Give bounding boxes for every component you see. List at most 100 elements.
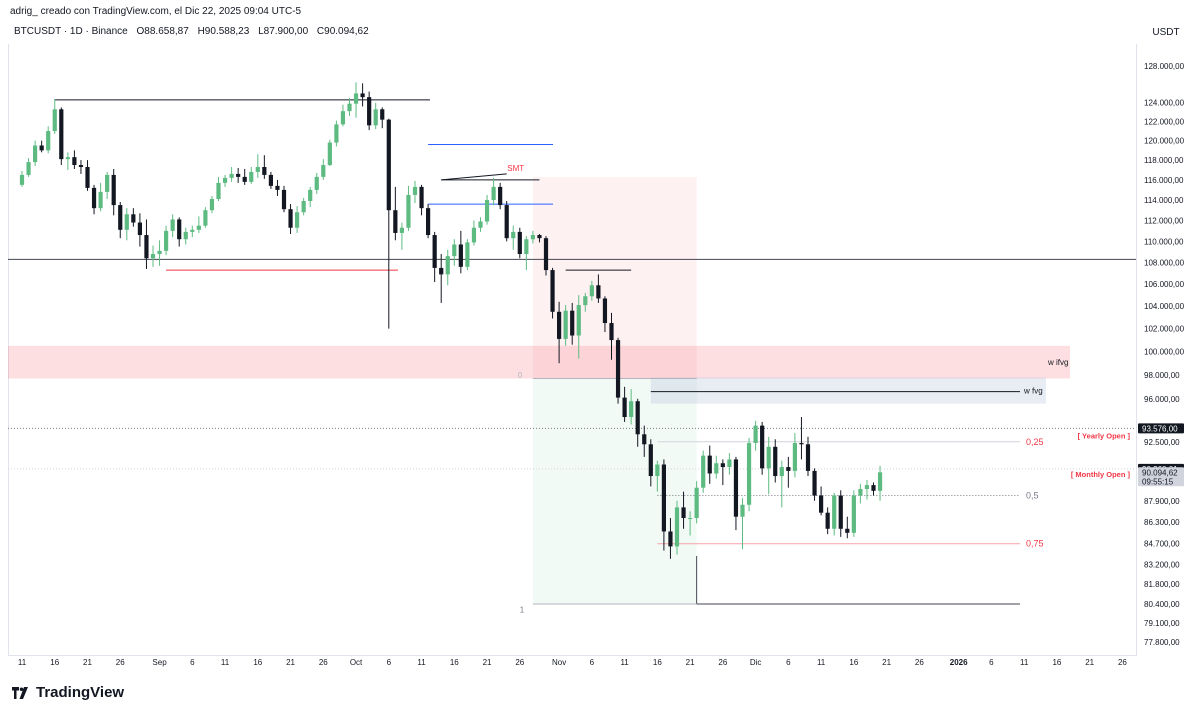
candle-body[interactable]: [347, 103, 352, 112]
candle-body[interactable]: [255, 166, 260, 172]
candle-body[interactable]: [327, 142, 332, 166]
weekly-fvg-zone[interactable]: [650, 377, 1046, 404]
candle-body[interactable]: [681, 507, 686, 519]
candle-body[interactable]: [308, 189, 313, 202]
candle-body[interactable]: [209, 198, 215, 211]
candle-body[interactable]: [825, 512, 830, 529]
candle-body[interactable]: [773, 446, 778, 477]
candle-body[interactable]: [543, 238, 549, 271]
candle-body[interactable]: [39, 145, 44, 151]
candle-body[interactable]: [727, 459, 732, 468]
candle-body[interactable]: [242, 176, 247, 182]
candle-body[interactable]: [589, 285, 594, 297]
candle-body[interactable]: [694, 487, 699, 519]
chart-pane[interactable]: [8, 44, 1137, 656]
candle-body[interactable]: [642, 434, 647, 445]
candle-body[interactable]: [478, 221, 483, 228]
candle-body[interactable]: [864, 485, 870, 490]
candle-body[interactable]: [321, 165, 326, 177]
candle-body[interactable]: [465, 242, 470, 267]
candle-body[interactable]: [183, 231, 188, 240]
candle-body[interactable]: [439, 267, 444, 275]
candle-body[interactable]: [812, 470, 817, 496]
symbol-label[interactable]: BTCUSDT · 1D · Binance: [14, 26, 128, 37]
short-position-target-zone[interactable]: [532, 378, 697, 604]
candle-body[interactable]: [144, 235, 149, 259]
candle-body[interactable]: [779, 467, 784, 477]
candle-body[interactable]: [288, 209, 293, 228]
candle-body[interactable]: [491, 186, 496, 201]
candle-body[interactable]: [701, 455, 706, 488]
candle-body[interactable]: [753, 425, 758, 444]
candle-body[interactable]: [275, 185, 280, 190]
candle-body[interactable]: [596, 285, 601, 299]
candle-body[interactable]: [380, 109, 385, 120]
candle-body[interactable]: [137, 222, 142, 236]
candle-body[interactable]: [570, 310, 575, 336]
candle-body[interactable]: [170, 219, 175, 231]
candle-body[interactable]: [399, 227, 404, 233]
candle-body[interactable]: [412, 186, 418, 195]
candle-body[interactable]: [615, 340, 621, 398]
candle-body[interactable]: [655, 464, 660, 477]
candle-body[interactable]: [563, 310, 568, 339]
candle-body[interactable]: [530, 235, 535, 240]
candle-body[interactable]: [52, 109, 57, 132]
candle-body[interactable]: [85, 166, 90, 188]
candle-body[interactable]: [373, 109, 378, 126]
candle-body[interactable]: [674, 507, 680, 547]
candle-body[interactable]: [164, 230, 169, 251]
candle-body[interactable]: [471, 227, 477, 243]
candle-body[interactable]: [550, 270, 555, 312]
candle-body[interactable]: [367, 97, 372, 126]
candle-body[interactable]: [229, 173, 234, 178]
candle-body[interactable]: [733, 459, 739, 517]
candle-body[interactable]: [517, 231, 522, 255]
candle-body[interactable]: [511, 231, 516, 239]
candle-body[interactable]: [576, 305, 581, 336]
candle-body[interactable]: [746, 443, 752, 505]
candle-body[interactable]: [353, 93, 359, 104]
candle-body[interactable]: [871, 485, 876, 491]
candle-body[interactable]: [340, 111, 346, 125]
candle-body[interactable]: [203, 210, 208, 226]
candle-body[interactable]: [65, 157, 70, 160]
candle-body[interactable]: [281, 189, 287, 210]
candle-body[interactable]: [406, 194, 411, 228]
candle-body[interactable]: [629, 401, 634, 418]
candle-body[interactable]: [268, 174, 273, 186]
candle-body[interactable]: [799, 443, 804, 445]
candle-body[interactable]: [484, 200, 490, 222]
candle-body[interactable]: [609, 323, 614, 341]
candle-body[interactable]: [851, 495, 856, 533]
candle-body[interactable]: [805, 444, 811, 471]
candle-body[interactable]: [131, 214, 136, 223]
candle-body[interactable]: [458, 244, 463, 267]
candle-body[interactable]: [707, 455, 712, 474]
candle-body[interactable]: [832, 495, 837, 529]
candle-body[interactable]: [386, 119, 391, 211]
short-position-risk-zone[interactable]: [532, 176, 697, 379]
candle-body[interactable]: [557, 311, 562, 339]
currency-button[interactable]: USDT: [1152, 27, 1180, 38]
tradingview-brand[interactable]: TradingView: [10, 684, 124, 701]
candle-body[interactable]: [688, 518, 693, 520]
candle-body[interactable]: [419, 186, 424, 209]
candle-body[interactable]: [877, 472, 883, 491]
smt-divergence-line[interactable]: [441, 173, 507, 181]
candle-body[interactable]: [98, 191, 103, 209]
candle-body[interactable]: [118, 205, 123, 230]
candle-body[interactable]: [177, 219, 182, 240]
weekly-ifvg-zone[interactable]: [8, 345, 1070, 379]
candle-body[interactable]: [59, 109, 64, 160]
candle-body[interactable]: [360, 93, 365, 98]
candle-body[interactable]: [196, 225, 201, 230]
candle-body[interactable]: [760, 425, 765, 469]
candle-body[interactable]: [262, 166, 267, 175]
candle-body[interactable]: [393, 210, 398, 233]
candle-body[interactable]: [452, 244, 457, 257]
candle-body[interactable]: [314, 176, 319, 190]
candle-body[interactable]: [78, 165, 84, 167]
candle-body[interactable]: [157, 250, 162, 255]
